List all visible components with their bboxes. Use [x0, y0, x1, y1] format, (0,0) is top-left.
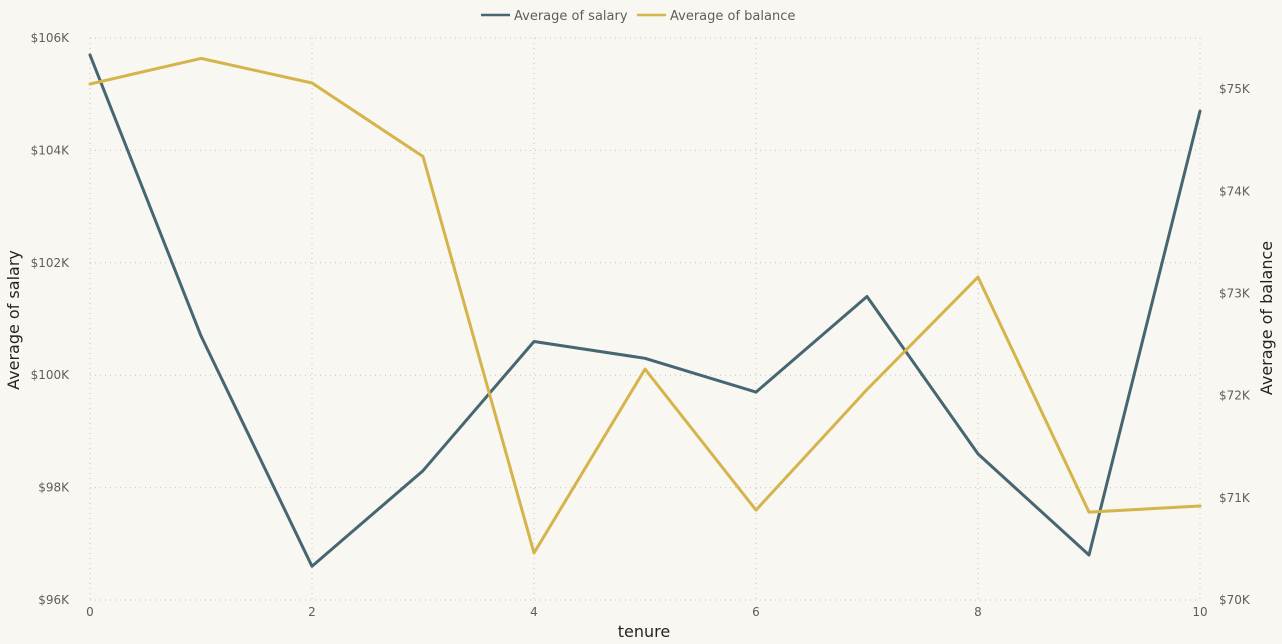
x-tick-label: 8: [974, 605, 982, 619]
left-tick-label: $106K: [31, 31, 71, 45]
right-axis-ticks: $70K $71K $72K $73K $74K $75K: [1219, 82, 1251, 607]
right-tick-label: $72K: [1219, 389, 1251, 403]
left-tick-label: $98K: [38, 481, 70, 495]
legend-item-balance[interactable]: Average of balance: [637, 9, 795, 24]
gridlines: [89, 37, 1201, 601]
right-tick-label: $70K: [1219, 593, 1251, 607]
right-tick-label: $71K: [1219, 491, 1251, 505]
left-tick-label: $100K: [31, 368, 71, 382]
legend-label-salary: Average of salary: [514, 9, 628, 24]
left-axis-ticks: $96K $98K $100K $102K $104K $106K: [31, 31, 71, 607]
series-line-salary: [88, 53, 1202, 568]
legend-label-balance: Average of balance: [670, 9, 795, 24]
right-tick-label: $73K: [1219, 286, 1251, 300]
right-axis-title: Average of balance: [1257, 241, 1276, 395]
x-tick-label: 2: [308, 605, 316, 619]
x-tick-label: 0: [86, 605, 94, 619]
legend: Average of salary Average of balance: [481, 9, 795, 24]
left-tick-label: $104K: [31, 143, 71, 157]
series-lines: [88, 53, 1202, 568]
x-tick-label: 10: [1192, 605, 1207, 619]
x-axis-title: tenure: [618, 622, 670, 641]
x-tick-label: 6: [752, 605, 760, 619]
right-tick-label: $75K: [1219, 82, 1251, 96]
left-axis-title: Average of salary: [4, 250, 23, 390]
x-axis-ticks: 0 2 4 6 8 10: [86, 605, 1207, 619]
left-tick-label: $102K: [31, 256, 71, 270]
right-tick-label: $74K: [1219, 184, 1251, 198]
legend-item-salary[interactable]: Average of salary: [481, 9, 628, 24]
series-line-balance: [88, 56, 1202, 555]
left-tick-label: $96K: [38, 593, 70, 607]
x-tick-label: 4: [530, 605, 538, 619]
